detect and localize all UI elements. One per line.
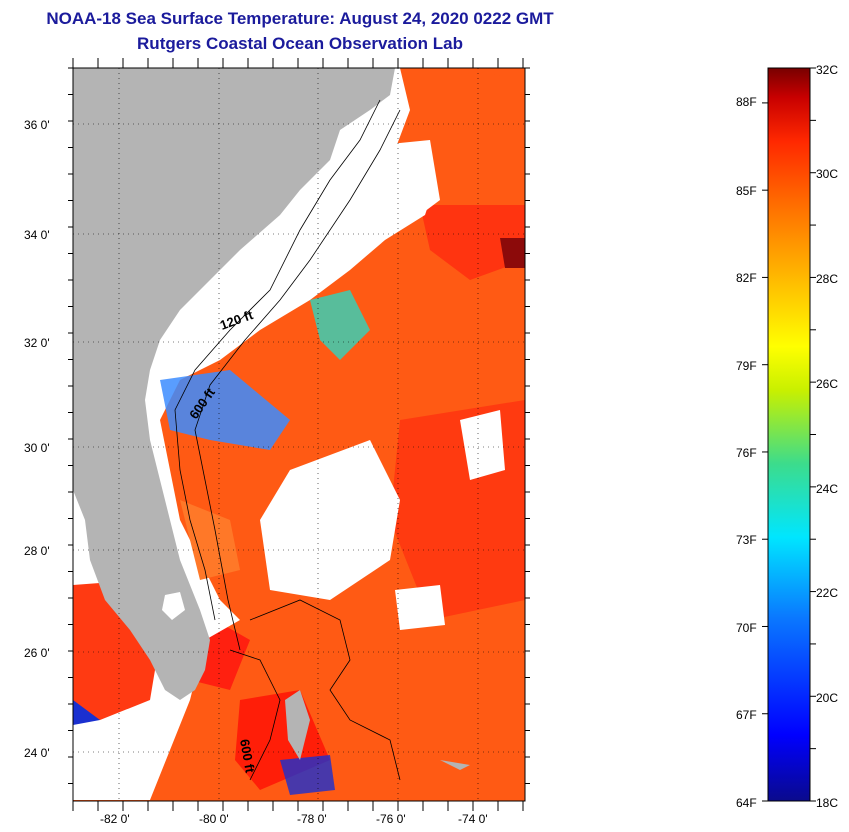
cloud-cover [460,410,505,480]
cloud-cover [395,585,445,630]
lat-label: 36 0' [24,118,50,132]
lat-label: 28 0' [24,544,50,558]
land-mass [73,68,395,700]
lat-label: 26 0' [24,646,50,660]
isobath-label: 600 ft [237,738,258,775]
colorbar-c-label: 26C [816,377,838,391]
colorbar-f-label: 79F [736,359,757,373]
page-subtitle: Rutgers Coastal Ocean Observation Lab [137,34,463,53]
colorbar-ticks [762,67,816,802]
lat-label: 24 0' [24,746,50,760]
warm-patch [420,72,525,130]
lake [162,592,185,620]
colorbar-c-label: 18C [816,796,838,810]
colorbar-f-label: 70F [736,621,757,635]
colorbar-c-label: 32C [816,63,838,77]
colorbar-celsius-labels: 32C 30C 28C 26C 24C 22C 20C 18C [816,63,838,810]
cold-patch [280,755,335,795]
lon-label: -80 0' [199,812,229,826]
colorbar [767,67,811,802]
island [285,690,310,760]
isobath-contour [229,649,281,781]
colorbar-f-label: 73F [736,533,757,547]
colorbar-c-label: 24C [816,482,838,496]
colorbar-f-label: 76F [736,446,757,460]
cool-patch [310,290,370,360]
colorbar-f-label: 64F [736,796,757,810]
colorbar-f-label: 88F [736,95,757,109]
warm-patch [420,205,525,280]
lat-label: 32 0' [24,336,50,350]
lat-label: 30 0' [24,441,50,455]
lon-label: -78 0' [297,812,327,826]
island [440,760,470,770]
colorbar-f-label: 67F [736,708,757,722]
colorbar-f-label: 82F [736,271,757,285]
lat-label: 34 0' [24,228,50,242]
axis-ticks [68,58,530,811]
isobath-600ft [194,109,401,651]
isobath-120ft [174,99,381,621]
map-frame [72,67,526,802]
colorbar-f-label: 85F [736,184,757,198]
colorbar-c-label: 30C [816,167,838,181]
sst-map [73,68,525,801]
warm-patch [180,500,240,580]
cloud-cover [330,140,440,230]
colorbar-c-label: 20C [816,691,838,705]
isobath-contour [249,599,401,781]
colorbar-c-label: 22C [816,586,838,600]
cloud-cover [260,440,400,600]
cool-patch [160,370,290,450]
graticule [73,68,525,801]
longitude-labels: -82 0' -80 0' -78 0' -76 0' -74 0' [100,812,488,826]
colorbar-fahrenheit-labels: 88F 85F 82F 79F 76F 73F 70F 67F 64F [736,95,757,810]
hot-patch [500,238,525,268]
lon-label: -82 0' [100,812,130,826]
lon-label: -76 0' [376,812,406,826]
page-title: NOAA-18 Sea Surface Temperature: August … [46,9,554,28]
lon-label: -74 0' [458,812,488,826]
colorbar-c-label: 28C [816,272,838,286]
latitude-labels: 36 0' 34 0' 32 0' 30 0' 28 0' 26 0' 24 0… [24,118,50,760]
